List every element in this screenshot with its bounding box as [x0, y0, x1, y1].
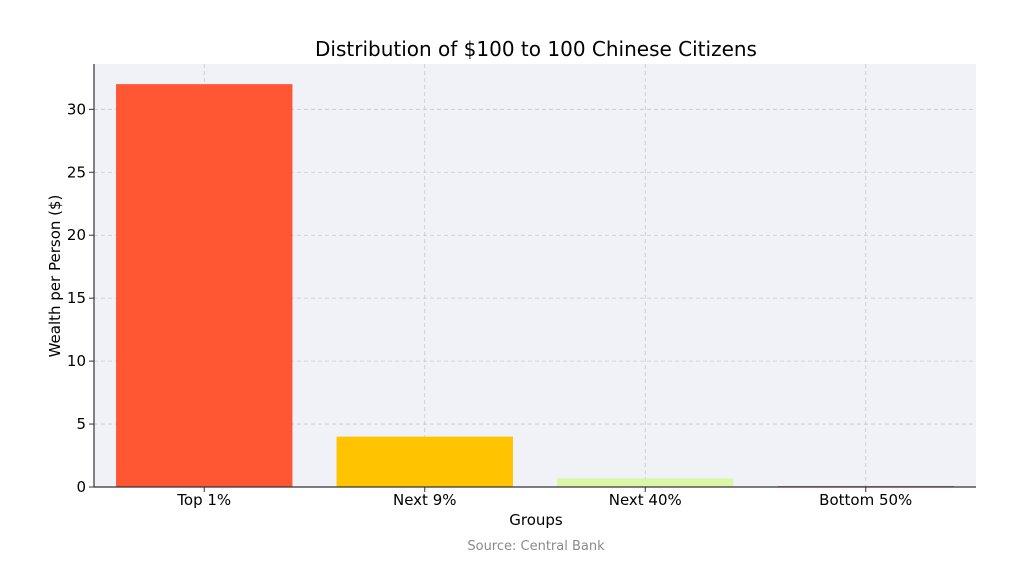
x-tick-label: Next 40%: [609, 491, 682, 509]
x-axis-label: Groups: [509, 511, 563, 529]
y-tick-label: 20: [67, 226, 86, 244]
y-ticks: 0 5 10 15 20 25 30: [67, 100, 94, 496]
bar: [336, 436, 513, 487]
y-tick-label: 10: [67, 352, 86, 370]
x-ticks: Top 1% Next 9% Next 40% Bottom 50%: [176, 487, 912, 509]
chart-title: Distribution of $100 to 100 Chinese Citi…: [315, 37, 757, 61]
x-tick-label: Top 1%: [176, 491, 231, 509]
x-tick-label: Next 9%: [393, 491, 457, 509]
source-note: Source: Central Bank: [467, 539, 605, 554]
y-axis-label: Wealth per Person ($): [46, 195, 64, 358]
y-tick-label: 30: [67, 100, 86, 118]
y-tick-label: 25: [67, 163, 86, 181]
bar: [557, 478, 734, 487]
y-tick-label: 0: [76, 478, 86, 496]
bar: [116, 84, 293, 488]
x-tick-label: Bottom 50%: [819, 491, 912, 509]
bars: [116, 84, 954, 488]
y-tick-label: 5: [76, 415, 86, 433]
y-tick-label: 15: [67, 289, 86, 307]
